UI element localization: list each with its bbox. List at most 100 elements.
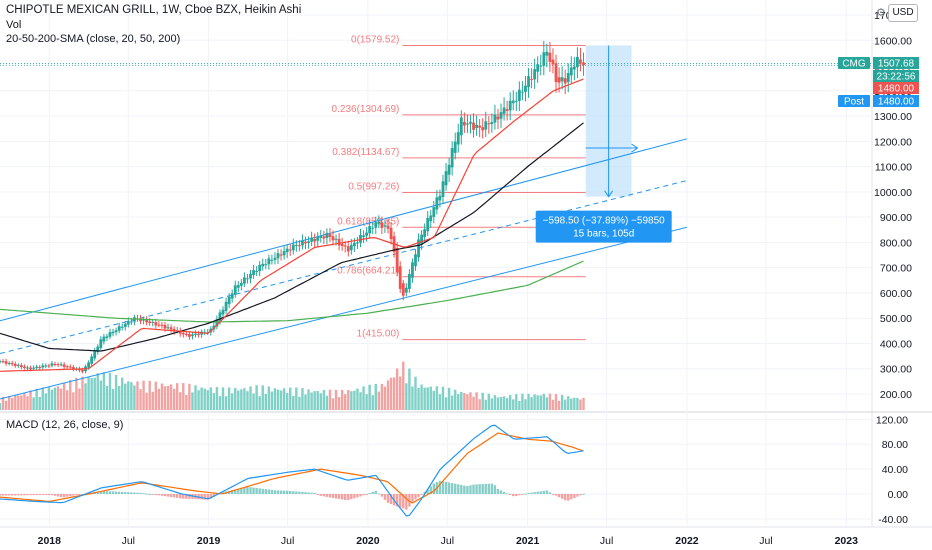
volume-bar — [246, 391, 249, 410]
macd-legend[interactable]: MACD (12, 26, close, 9) — [6, 419, 124, 431]
time-axis-label: 2019 — [197, 535, 221, 547]
settings-icon[interactable]: ⚙ — [876, 7, 886, 19]
volume-bar — [435, 386, 439, 410]
volume-bar — [295, 387, 298, 410]
candle-body — [432, 207, 436, 217]
candle-body — [41, 365, 45, 368]
volume-bar — [423, 387, 426, 410]
volume-bar — [304, 394, 307, 410]
volume-bar — [365, 394, 368, 410]
fibonacci-retracement[interactable]: 0(1579.52) 0.236(1304.69) 0.382(1134.67) 0.… — [332, 34, 586, 341]
macd-histogram-bar — [502, 491, 506, 494]
volume-bar — [282, 388, 286, 410]
time-axis-label: 2023 — [835, 535, 859, 547]
candle-body — [386, 225, 390, 229]
volume-bar — [81, 376, 84, 410]
volume-bar — [389, 377, 393, 410]
volume-bar — [197, 390, 200, 410]
macd-histogram-bar — [20, 494, 23, 496]
macd-histogram-bar — [206, 494, 209, 500]
sma-legend[interactable]: 20-50-200-SMA (close, 20, 50, 200) — [6, 33, 181, 45]
macd-histogram-bar — [179, 494, 182, 499]
macd-axis-tick: 120.00 — [876, 414, 908, 426]
candle-body — [478, 125, 482, 128]
macd-histogram-bar — [249, 487, 252, 494]
candle-body — [301, 240, 304, 246]
candle-body — [343, 245, 347, 247]
macd-histogram-bar — [472, 484, 475, 494]
candle-body — [19, 365, 23, 368]
macd-histogram-bar — [402, 494, 405, 509]
measure-tool[interactable] — [585, 45, 639, 198]
macd-histogram-bar — [554, 494, 558, 496]
macd-histogram-bar — [359, 494, 362, 497]
volume-bar — [322, 390, 326, 410]
volume-bar — [298, 396, 301, 410]
macd-histogram-bar — [26, 494, 29, 496]
volume-bar — [182, 383, 185, 410]
macd-histogram-bar — [53, 494, 57, 496]
macd-histogram-bar — [255, 487, 258, 494]
macd-histogram-bar — [539, 491, 542, 494]
volume-bar — [508, 395, 512, 410]
macd-histogram-bar — [136, 492, 139, 494]
volume-bar — [23, 392, 26, 410]
symbol-title[interactable]: CHIPOTLE MEXICAN GRILL, 1W, Cboe BZX, He… — [6, 4, 302, 16]
candle-body — [184, 333, 188, 335]
candle-body — [252, 270, 255, 276]
volume-bar — [582, 397, 585, 410]
volume-bar — [72, 392, 75, 410]
candle-body — [368, 226, 372, 234]
candle-body — [334, 238, 338, 240]
macd-histogram-bar — [289, 490, 292, 494]
volume-bar — [154, 381, 158, 410]
macd-histogram-bar — [157, 494, 161, 496]
candle-body — [407, 274, 411, 289]
candle-body — [23, 366, 26, 368]
volume-bar — [420, 384, 423, 410]
candle-body — [139, 318, 142, 322]
candle-body — [239, 282, 243, 286]
volume-bar — [258, 396, 261, 410]
price-axis-tick: 300.00 — [880, 364, 912, 376]
volume-bar — [356, 388, 359, 410]
macd-histogram-bar — [7, 494, 11, 496]
macd-histogram-bar — [295, 491, 298, 494]
candle-body — [4, 361, 8, 364]
macd-histogram-bar — [505, 493, 509, 495]
candle-body — [560, 77, 564, 82]
volume-bar — [117, 385, 121, 410]
macd-histogram-bar — [139, 492, 142, 494]
volume-bar — [484, 399, 487, 410]
macd-histogram-bar — [533, 492, 536, 494]
volume-bar — [334, 389, 338, 410]
candle-body — [566, 73, 570, 83]
candle-body — [505, 109, 509, 111]
volume-bar — [59, 388, 63, 410]
candle-body — [29, 367, 32, 370]
volume-bar — [240, 389, 243, 410]
macd-histogram-bar — [102, 490, 106, 494]
volume-bar — [0, 403, 2, 410]
volume-bar — [151, 391, 154, 410]
trend-channel[interactable] — [0, 138, 688, 400]
candle-body — [32, 367, 36, 369]
candle-body — [554, 63, 558, 82]
candle-body — [435, 197, 439, 210]
price-axis-tick: 600.00 — [880, 288, 912, 300]
currency-button[interactable]: USD — [888, 4, 918, 22]
volume-legend[interactable]: Vol — [6, 19, 22, 31]
volume-bar — [472, 396, 475, 410]
candles — [0, 40, 585, 374]
volume-bar — [227, 387, 231, 410]
volume-bar — [157, 388, 161, 410]
candle-body — [438, 195, 442, 201]
volume-bar — [285, 393, 289, 410]
volume-bar — [512, 399, 515, 410]
macd-pane — [0, 424, 585, 517]
candle-body — [44, 365, 48, 367]
measure-duration: 15 bars, 105d — [573, 229, 634, 240]
macd-histogram-bar — [322, 494, 326, 497]
macd-histogram-bar — [447, 482, 451, 494]
